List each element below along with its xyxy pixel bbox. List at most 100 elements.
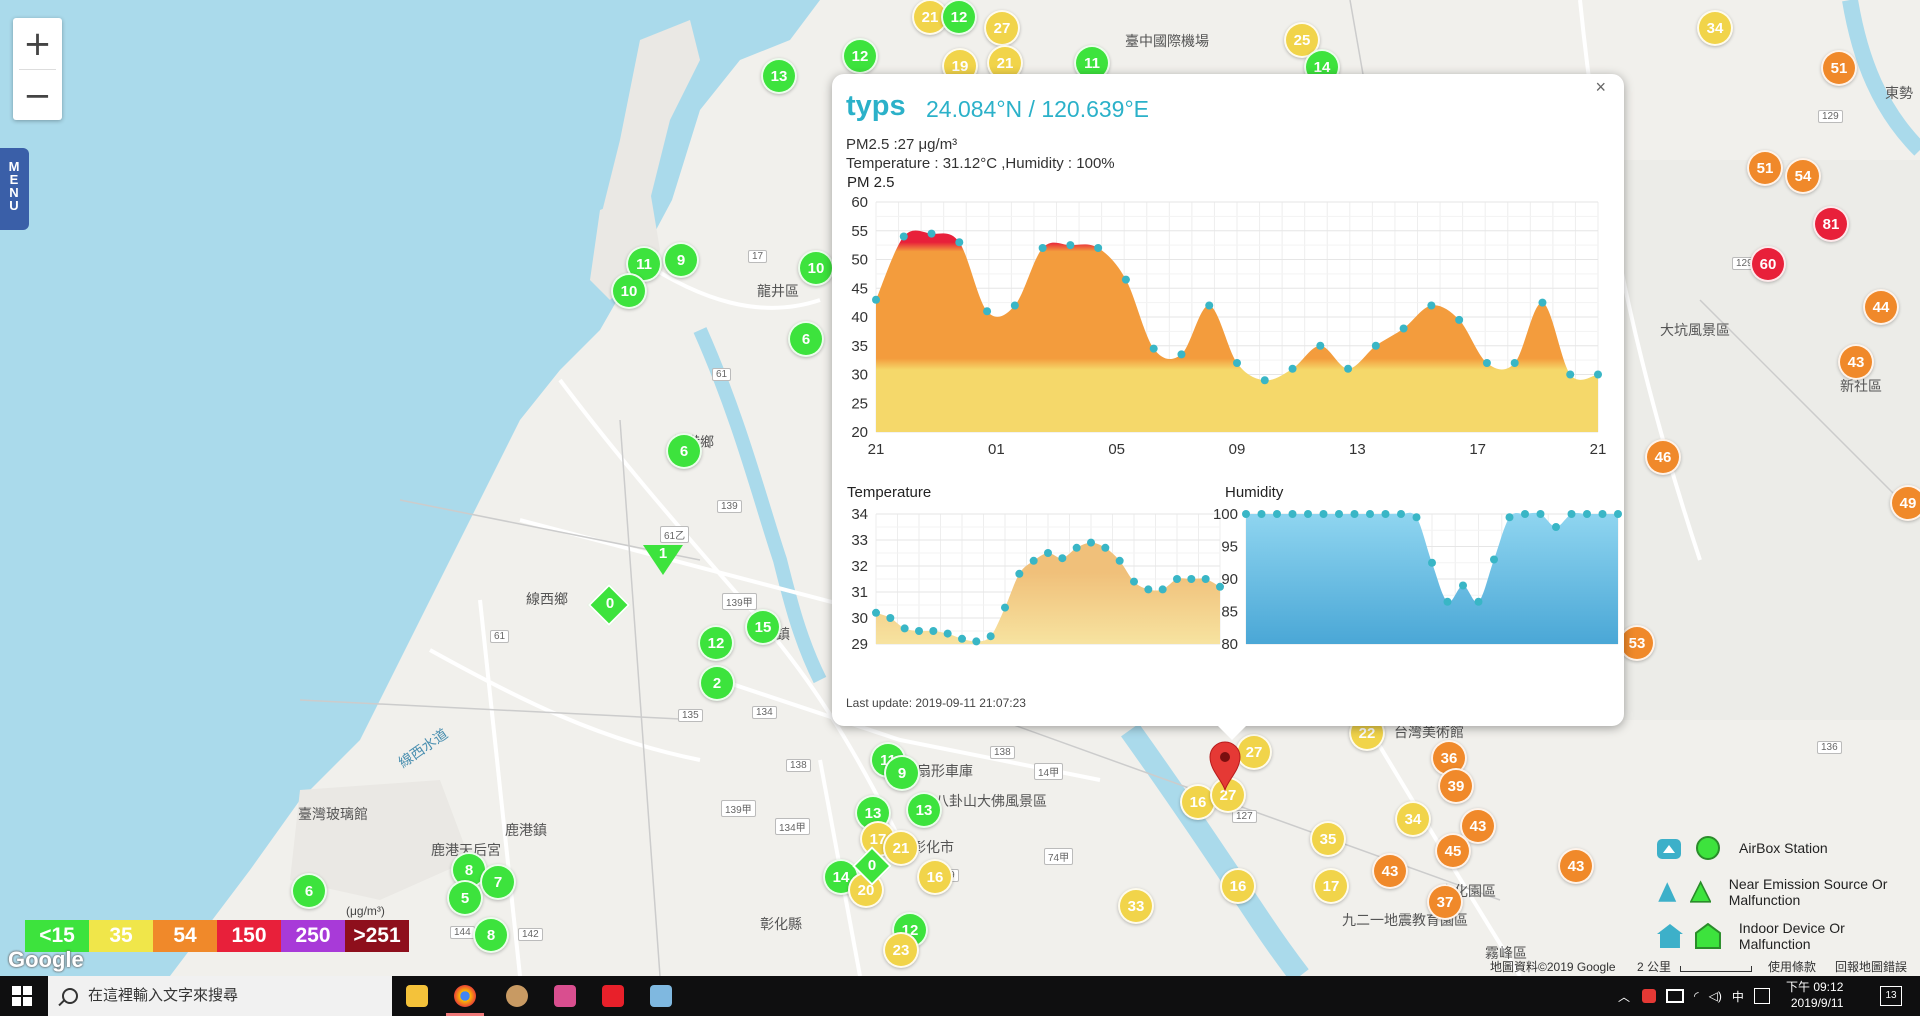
y-tick-label: 90 [1221,571,1238,588]
station-marker[interactable]: 43 [1838,344,1874,380]
station-marker[interactable]: 27 [984,10,1020,46]
notification-center-icon[interactable]: 13 [1880,986,1902,1006]
station-marker[interactable]: 16 [1220,868,1256,904]
y-tick-label: 33 [851,532,868,549]
station-marker[interactable]: 39 [1438,768,1474,804]
ime-indicator[interactable]: 中 [1731,989,1744,1004]
road-shield: 129 [1818,110,1843,123]
station-marker[interactable]: 51 [1821,50,1857,86]
station-marker[interactable]: 11 [626,246,662,282]
station-marker[interactable]: 46 [1645,439,1681,475]
series-area [1246,512,1618,644]
close-icon[interactable]: × [1589,76,1612,99]
report-map-error-link[interactable]: 回報地圖錯誤 [1835,960,1908,974]
station-marker[interactable]: 8 [473,917,509,953]
road-shield: 144 [450,926,475,939]
data-point [1149,344,1158,353]
station-marker[interactable]: 9 [884,755,920,791]
zoom-in-button[interactable]: + [13,18,62,69]
map-canvas[interactable]: 臺中國際機場 龍井區 線西鄉 伸港鄉 和美鎮 鹿港鎮 臺灣玻璃館 鹿港天后宮 彰… [0,0,1920,976]
data-point [1121,275,1130,284]
sketchup-icon[interactable] [590,976,636,1016]
map-data-credit: 地圖資料©2019 Google [1490,960,1616,974]
station-marker[interactable]: 5 [447,880,483,916]
road-shield: 142 [518,928,543,941]
station-marker[interactable]: 17 [1313,868,1349,904]
station-marker[interactable]: 7 [480,864,516,900]
station-marker[interactable]: 6 [788,321,824,357]
station-marker[interactable]: 10 [611,273,647,309]
battery-icon[interactable] [1666,989,1685,1003]
station-marker[interactable]: 51 [1747,150,1783,186]
windows-start-icon[interactable] [12,986,32,1006]
station-marker[interactable]: 53 [1619,625,1655,661]
station-marker[interactable]: 49 [1890,485,1920,521]
data-point [1443,597,1452,606]
station-marker[interactable]: 6 [291,873,327,909]
chevron-up-icon[interactable]: ︿ [1618,989,1631,1004]
place-label: 大坑風景區 [1660,322,1730,338]
station-marker[interactable]: 15 [745,609,781,645]
wifi-icon[interactable]: ◜ [1694,989,1699,1003]
legend-item: 150 [217,920,281,952]
file-explorer-icon[interactable] [394,976,440,1016]
road-shield: 139甲 [722,593,757,610]
station-marker[interactable]: 35 [1310,821,1346,857]
place-label: 鹿港天后宮 [431,842,501,858]
place-label: 龍井區 [757,283,799,299]
station-marker[interactable]: 27 [1210,777,1246,813]
station-marker[interactable]: 34 [1395,801,1431,837]
station-marker[interactable]: 45 [1435,833,1471,869]
station-marker[interactable]: 12 [941,0,977,35]
road-shield: 14甲 [1034,763,1064,780]
station-marker[interactable]: 12 [842,38,878,74]
station-marker[interactable]: 13 [761,58,797,94]
terms-link[interactable]: 使用條款 [1768,960,1817,974]
x-tick-label: 05 [1108,441,1125,454]
station-marker[interactable]: 23 [883,932,919,968]
data-point [1216,582,1224,591]
station-marker[interactable]: 16 [917,859,953,895]
zoom-out-button[interactable]: − [13,70,62,121]
taskbar-clock[interactable]: 下午 09:12 2019/9/11 [1786,979,1843,1011]
app-icon[interactable] [494,976,540,1016]
station-marker[interactable]: 43 [1558,848,1594,884]
location-pin-icon[interactable] [1208,740,1242,792]
data-point [1521,510,1529,518]
station-marker[interactable]: 12 [698,625,734,661]
indoor-triangle-marker[interactable] [643,545,683,575]
station-marker[interactable]: 10 [798,250,834,286]
station-marker[interactable]: 21 [883,830,919,866]
chrome-icon[interactable] [442,976,488,1016]
station-marker[interactable]: 33 [1118,888,1154,924]
station-marker[interactable]: 81 [1813,206,1849,242]
station-name: typs [846,90,906,122]
x-tick-label: 13 [1349,441,1366,454]
data-point [1187,575,1196,583]
data-point [1583,510,1591,518]
action-icon[interactable] [1753,988,1770,1004]
station-marker[interactable]: 54 [1785,158,1821,194]
taskbar-search-input[interactable]: 在這裡輸入文字來搜尋 [48,976,392,1016]
station-marker[interactable]: 13 [906,792,942,828]
data-point [1001,603,1009,612]
notepad-icon[interactable] [638,976,684,1016]
y-tick-label: 34 [851,506,868,523]
temperature-humidity-reading: Temperature : 31.12°C ,Humidity : 100% [846,155,1115,172]
paint-icon[interactable] [542,976,588,1016]
station-marker[interactable]: 37 [1427,884,1463,920]
station-marker[interactable]: 60 [1750,246,1786,282]
station-marker[interactable]: 44 [1863,289,1899,325]
volume-icon[interactable]: ◁) [1708,989,1722,1003]
station-marker[interactable]: 9 [663,242,699,278]
station-marker[interactable]: 2 [699,665,735,701]
data-point [872,295,880,304]
data-point [986,632,995,641]
data-point [1029,556,1038,565]
station-marker[interactable]: 34 [1697,10,1733,46]
security-icon[interactable] [1642,989,1657,1003]
station-marker[interactable]: 43 [1372,853,1408,889]
data-point [927,229,936,238]
station-marker[interactable]: 6 [666,433,702,469]
